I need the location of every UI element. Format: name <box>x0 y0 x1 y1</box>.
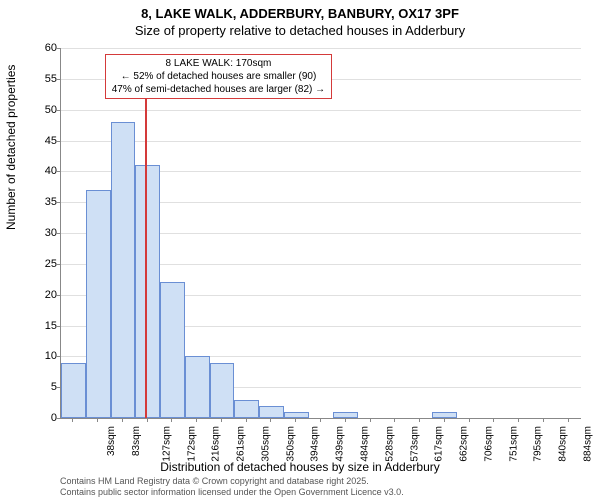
histogram-bar <box>61 363 86 419</box>
histogram-bar <box>111 122 136 418</box>
histogram-bar <box>185 356 210 418</box>
y-tick-label: 50 <box>35 104 57 116</box>
y-tick-label: 45 <box>35 135 57 147</box>
footer-line1: Contains HM Land Registry data © Crown c… <box>60 476 404 487</box>
y-tick-label: 40 <box>35 165 57 177</box>
x-tick-label: 127sqm <box>161 426 172 462</box>
x-tick-label: 884sqm <box>582 426 593 462</box>
histogram-bar <box>432 412 457 418</box>
y-tick-label: 20 <box>35 289 57 301</box>
y-tick-label: 5 <box>35 381 57 393</box>
chart-container: 8, LAKE WALK, ADDERBURY, BANBURY, OX17 3… <box>0 0 600 500</box>
x-axis-label: Distribution of detached houses by size … <box>0 460 600 474</box>
reference-marker-line <box>145 94 147 418</box>
annotation-box: 8 LAKE WALK: 170sqm ← 52% of detached ho… <box>105 54 332 99</box>
x-tick-label: 350sqm <box>285 426 296 462</box>
y-tick-label: 30 <box>35 227 57 239</box>
annotation-line3: 47% of semi-detached houses are larger (… <box>112 83 325 96</box>
histogram-bar <box>333 412 358 418</box>
x-tick-label: 528sqm <box>384 426 395 462</box>
y-tick-label: 0 <box>35 412 57 424</box>
y-tick-label: 55 <box>35 73 57 85</box>
y-tick-label: 60 <box>35 42 57 54</box>
y-tick-label: 10 <box>35 350 57 362</box>
x-tick-label: 38sqm <box>106 426 117 456</box>
annotation-line2: ← 52% of detached houses are smaller (90… <box>112 70 325 83</box>
x-tick-label: 83sqm <box>131 426 142 456</box>
histogram-bar <box>135 165 160 418</box>
histogram-bar <box>259 406 284 418</box>
x-tick-label: 484sqm <box>360 426 371 462</box>
annotation-line1: 8 LAKE WALK: 170sqm <box>112 57 325 70</box>
y-axis-label: Number of detached properties <box>4 65 18 230</box>
footer-text: Contains HM Land Registry data © Crown c… <box>60 476 404 498</box>
y-tick-label: 25 <box>35 258 57 270</box>
chart-subtitle: Size of property relative to detached ho… <box>0 23 600 40</box>
histogram-bar <box>86 190 111 418</box>
x-tick-label: 706sqm <box>483 426 494 462</box>
footer-line2: Contains public sector information licen… <box>60 487 404 498</box>
plot-area: 8 LAKE WALK: 170sqm ← 52% of detached ho… <box>60 48 581 419</box>
x-tick-label: 662sqm <box>459 426 470 462</box>
x-tick-label: 840sqm <box>558 426 569 462</box>
y-tick-label: 15 <box>35 320 57 332</box>
histogram-bar <box>210 363 235 419</box>
x-tick-label: 394sqm <box>310 426 321 462</box>
x-tick-label: 573sqm <box>409 426 420 462</box>
x-tick-label: 216sqm <box>211 426 222 462</box>
x-tick-label: 751sqm <box>508 426 519 462</box>
x-tick-label: 795sqm <box>533 426 544 462</box>
x-tick-label: 305sqm <box>261 426 272 462</box>
chart-title: 8, LAKE WALK, ADDERBURY, BANBURY, OX17 3… <box>0 0 600 23</box>
x-tick-label: 172sqm <box>186 426 197 462</box>
x-tick-label: 261sqm <box>236 426 247 462</box>
y-tick-label: 35 <box>35 196 57 208</box>
histogram-bar <box>160 282 185 418</box>
histogram-bar <box>234 400 259 419</box>
x-tick-label: 439sqm <box>335 426 346 462</box>
x-tick-label: 617sqm <box>434 426 445 462</box>
